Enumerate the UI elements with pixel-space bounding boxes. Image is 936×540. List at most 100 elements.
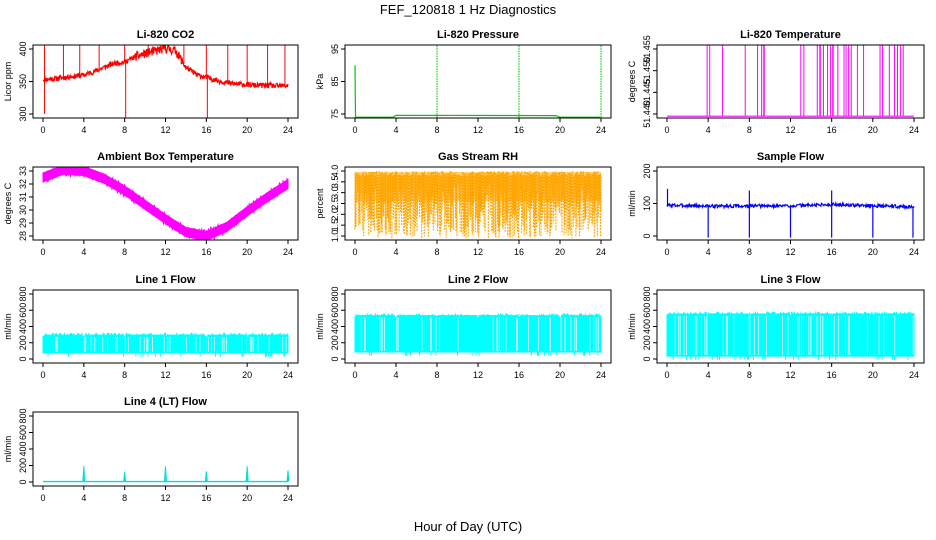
- panel-data: [354, 45, 602, 118]
- x-tick-label: 16: [201, 493, 211, 503]
- panel-title: Gas Stream RH: [438, 151, 518, 163]
- panel-title: Line 3 Flow: [761, 274, 821, 286]
- y-tick-label: 300: [18, 106, 28, 121]
- y-tick-label: 200: [330, 335, 340, 350]
- panel-y-label: degrees C: [3, 182, 13, 224]
- x-tick-label: 0: [352, 370, 357, 380]
- x-tick-label: 24: [909, 370, 919, 380]
- x-tick-label: 8: [747, 125, 752, 135]
- lt-flow-spike: [204, 471, 208, 482]
- x-tick-label: 24: [909, 247, 919, 257]
- panel-data: [42, 332, 289, 357]
- x-tick-label: 24: [283, 493, 293, 503]
- x-tick-label: 0: [664, 247, 669, 257]
- panel-title: Sample Flow: [757, 151, 825, 163]
- panel-data: [354, 171, 602, 239]
- y-tick-label: 1.0: [330, 230, 340, 243]
- x-tick-label: 8: [434, 370, 439, 380]
- pressure-series-line: [354, 65, 600, 118]
- y-tick-label: 51.445: [642, 79, 652, 107]
- x-tick-label: 4: [81, 247, 86, 257]
- x-tick-label: 12: [160, 370, 170, 380]
- x-tick-label: 24: [283, 125, 293, 135]
- x-tick-label: 24: [596, 370, 606, 380]
- lt-flow-spike: [163, 466, 168, 482]
- x-tick-label: 16: [201, 370, 211, 380]
- panel-data: [666, 311, 915, 360]
- y-tick-label: 800: [18, 408, 28, 423]
- x-tick-label: 12: [160, 125, 170, 135]
- panel-y-label: ml/min: [315, 313, 325, 340]
- panel-y-label: ml/min: [627, 190, 637, 217]
- panel-title: Li-820 CO2: [137, 29, 194, 41]
- y-tick-label: 200: [18, 335, 28, 350]
- x-tick-label: 12: [160, 493, 170, 503]
- chart-panel: Li-820 Pressure kPa 0 4 8 12 16 20 24 75 85 95: [315, 29, 612, 135]
- panel-frame: [344, 44, 612, 119]
- y-tick-label: 85: [330, 76, 340, 86]
- x-tick-label: 24: [596, 125, 606, 135]
- x-tick-label: 12: [785, 370, 795, 380]
- y-tick-label: 75: [330, 109, 340, 119]
- y-tick-label: 4.0: [330, 165, 340, 178]
- y-tick-label: 30: [18, 205, 28, 215]
- x-tick-label: 4: [393, 247, 398, 257]
- x-tick-label: 16: [827, 370, 837, 380]
- panel-title: Li-820 Pressure: [437, 29, 519, 41]
- y-tick-label: 29: [18, 218, 28, 228]
- y-tick-label: 0: [642, 356, 652, 361]
- x-tick-label: 4: [393, 125, 398, 135]
- panel-frame: [32, 44, 299, 119]
- panel-data: [667, 45, 914, 117]
- x-tick-label: 16: [201, 247, 211, 257]
- x-tick-label: 4: [81, 370, 86, 380]
- x-tick-label: 12: [473, 125, 483, 135]
- x-tick-label: 16: [514, 370, 524, 380]
- figure-title: FEF_120818 1 Hz Diagnostics: [380, 2, 557, 17]
- panel-data: [42, 167, 289, 240]
- x-tick-label: 8: [122, 247, 127, 257]
- x-tick-label: 8: [747, 247, 752, 257]
- licor-temp-spike: [816, 45, 821, 117]
- panel-y-label: percent: [315, 188, 325, 219]
- y-tick-label: 350: [18, 74, 28, 89]
- licor-temp-spike: [830, 45, 834, 117]
- y-tick-label: 600: [18, 425, 28, 440]
- x-tick-label: 8: [122, 493, 127, 503]
- x-tick-label: 4: [706, 125, 711, 135]
- x-tick-label: 24: [596, 247, 606, 257]
- y-tick-label: 600: [18, 303, 28, 318]
- x-tick-label: 0: [664, 370, 669, 380]
- y-tick-label: 51.440: [642, 100, 652, 128]
- panel-data: [43, 466, 290, 483]
- y-tick-label: 400: [18, 41, 28, 56]
- panel-y-label: kPa: [315, 74, 325, 90]
- y-tick-label: 100: [642, 196, 652, 211]
- y-tick-label: 400: [330, 319, 340, 334]
- chart-panel: Line 4 (LT) Flow ml/min 0 4 8 12 16 20 24 0 200 400…: [3, 396, 299, 503]
- chart-panel: Sample Flow ml/min 0 4 8 12 16 20 24 0 100 200: [627, 151, 925, 257]
- y-tick-label: 400: [18, 319, 28, 334]
- x-tick-label: 16: [827, 247, 837, 257]
- x-tick-label: 0: [352, 125, 357, 135]
- licor-temp-spike: [879, 45, 884, 117]
- y-tick-label: 32: [18, 179, 28, 189]
- panel-title: Line 1 Flow: [136, 274, 196, 286]
- x-tick-label: 16: [201, 125, 211, 135]
- panel-y-label: Licor ppm: [3, 62, 13, 102]
- x-tick-label: 4: [81, 125, 86, 135]
- panel-frame: [656, 44, 925, 119]
- lt-flow-spike: [245, 466, 249, 482]
- y-tick-label: 200: [642, 163, 652, 178]
- x-tick-label: 12: [785, 125, 795, 135]
- x-tick-label: 4: [81, 493, 86, 503]
- y-tick-label: 0: [642, 233, 652, 238]
- chart-panel: Li-820 CO2 Licor ppm 0 4 8 12 16 20 24 300 350 400: [3, 29, 299, 135]
- x-tick-label: 8: [434, 247, 439, 257]
- panel-title: Line 4 (LT) Flow: [124, 396, 207, 408]
- x-tick-label: 20: [555, 370, 565, 380]
- y-tick-label: 200: [642, 335, 652, 350]
